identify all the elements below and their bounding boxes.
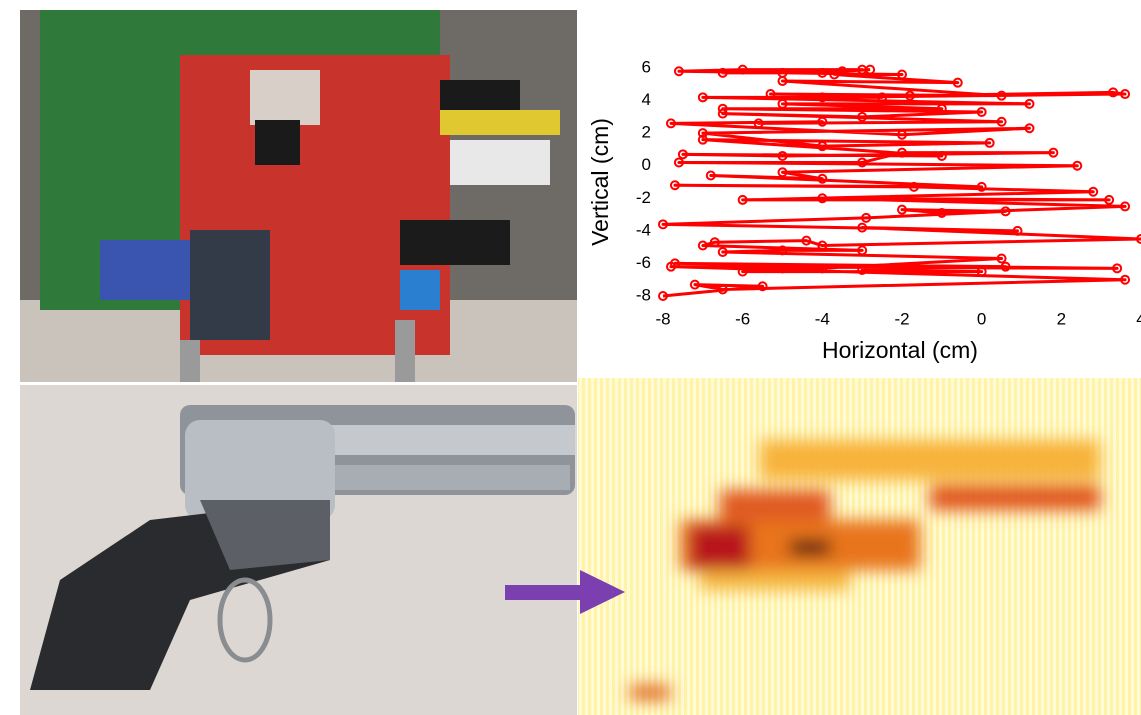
figure-canvas: -8 -6 -4 -2 0 2 4 6 -8 -6 -4 -2 0 2 4 Horizontal (cm) Ve… — [0, 0, 1141, 715]
y-tick-label: 6 — [642, 57, 651, 76]
y-axis-label: Vertical (cm) — [587, 118, 613, 246]
y-tick-label: -2 — [636, 188, 651, 207]
x-axis-label: Horizontal (cm) — [822, 337, 978, 363]
x-tick-label: -8 — [655, 309, 670, 328]
x-tick-label: 0 — [977, 309, 986, 328]
x-tick-label: -2 — [894, 309, 909, 328]
radar-photo — [20, 10, 577, 382]
x-tick-label: -6 — [735, 309, 750, 328]
y-tick-label: -6 — [636, 253, 651, 272]
y-tick-label: 2 — [642, 123, 651, 142]
gun-photo — [20, 385, 577, 715]
y-tick-label: -8 — [636, 285, 651, 304]
figure: -8 -6 -4 -2 0 2 4 6 -8 -6 -4 -2 0 2 4 Horizontal (cm) Ve… — [0, 0, 1141, 715]
y-tick-label: -4 — [636, 220, 651, 239]
x-tick-label: 4 — [1136, 309, 1141, 328]
x-tick-label: -4 — [815, 309, 830, 328]
y-tick-label: 0 — [642, 155, 651, 174]
x-tick-label: 2 — [1057, 309, 1066, 328]
radar-heatmap — [578, 378, 1141, 715]
y-tick-label: 4 — [642, 90, 651, 109]
